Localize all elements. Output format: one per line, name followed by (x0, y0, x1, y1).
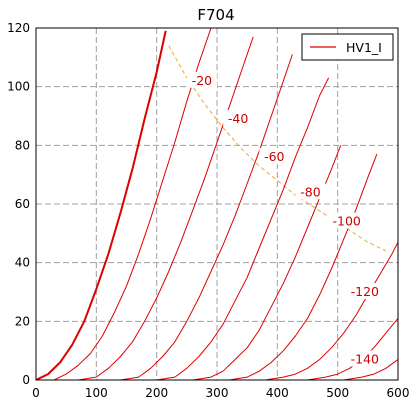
legend: HV1_I (301, 33, 394, 61)
legend-label: HV1_I (346, 40, 382, 55)
curve-label-bg (345, 283, 384, 299)
series-curve (343, 359, 398, 380)
y-tick-label: 40 (15, 256, 30, 270)
x-tick-label: 200 (145, 386, 168, 400)
y-tick-label: 120 (7, 21, 30, 35)
y-tick-label: 20 (15, 314, 30, 328)
x-tick-label: 500 (326, 386, 349, 400)
curve-label: -60 (259, 148, 290, 165)
curve-label: -100 (327, 212, 366, 229)
y-tick-label: 100 (7, 80, 30, 94)
curve-label-text: -80 (300, 184, 320, 199)
max-dissipation-curve-layer (168, 45, 387, 252)
curve-label-text: -140 (351, 351, 379, 366)
x-tick-label: 100 (85, 386, 108, 400)
curve-label-bg (295, 183, 326, 200)
x-tick-label: 300 (206, 386, 229, 400)
curve-label-text: -60 (264, 149, 284, 164)
series-curve (229, 153, 378, 380)
tick-labels: 0 100 200 300 400 500 600 0 20 40 60 80 100 120 (7, 21, 409, 400)
series-curve (265, 241, 398, 380)
series-curve (120, 54, 293, 380)
chart-title: F704 (197, 6, 234, 24)
curve-label: -80 (295, 183, 326, 200)
curve-label: -40 (223, 109, 254, 126)
y-tick-label: 80 (15, 138, 30, 152)
series-layer (36, 28, 398, 380)
max-dissipation-curve (168, 45, 387, 252)
grid (36, 28, 398, 380)
curve-label-text: -100 (333, 214, 361, 229)
series-curve (156, 77, 330, 380)
x-tick-label: 400 (266, 386, 289, 400)
curve-label: -120 (345, 283, 384, 299)
y-tick-label: 60 (15, 197, 30, 211)
curve-label-text: -120 (351, 284, 379, 299)
curve-label: -140 (345, 350, 384, 367)
curve-label-bg (259, 148, 290, 165)
curve-labels: -20 -40 -60 -80 -100 -120 -140 (186, 71, 384, 367)
x-tick-label: 600 (387, 386, 410, 400)
x-tick-label: 0 (32, 386, 40, 400)
curve-label-bg (223, 109, 254, 126)
curve-label-bg (186, 71, 217, 88)
curve-label-bg (327, 212, 366, 229)
curve-label: -20 (186, 71, 217, 88)
curve-label-text: -20 (192, 73, 212, 88)
y-tick-label: 0 (22, 373, 30, 387)
plot-frame (35, 27, 399, 381)
curve-label-text: -40 (228, 111, 248, 126)
series-curve (53, 28, 212, 380)
curve-label-bg (345, 350, 384, 367)
series-curve (36, 30, 167, 380)
